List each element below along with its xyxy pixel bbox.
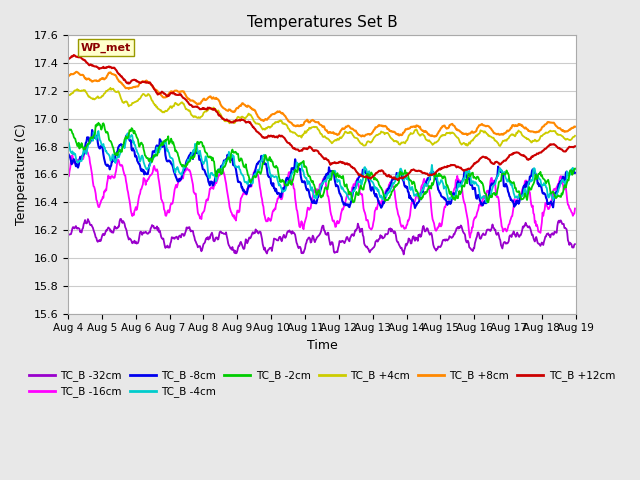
Line: TC_B -4cm: TC_B -4cm bbox=[68, 131, 575, 203]
Y-axis label: Temperature (C): Temperature (C) bbox=[15, 123, 28, 226]
X-axis label: Time: Time bbox=[307, 339, 337, 352]
Line: TC_B -16cm: TC_B -16cm bbox=[68, 145, 575, 238]
Line: TC_B -2cm: TC_B -2cm bbox=[68, 123, 575, 203]
Text: WP_met: WP_met bbox=[81, 43, 131, 53]
Line: TC_B -8cm: TC_B -8cm bbox=[68, 130, 575, 208]
Line: TC_B +12cm: TC_B +12cm bbox=[68, 55, 575, 180]
Line: TC_B +8cm: TC_B +8cm bbox=[68, 72, 575, 137]
Title: Temperatures Set B: Temperatures Set B bbox=[246, 15, 397, 30]
Legend: TC_B -32cm, TC_B -16cm, TC_B -8cm, TC_B -4cm, TC_B -2cm, TC_B +4cm, TC_B +8cm, T: TC_B -32cm, TC_B -16cm, TC_B -8cm, TC_B … bbox=[24, 366, 620, 401]
Line: TC_B +4cm: TC_B +4cm bbox=[68, 88, 575, 146]
Line: TC_B -32cm: TC_B -32cm bbox=[68, 219, 575, 254]
